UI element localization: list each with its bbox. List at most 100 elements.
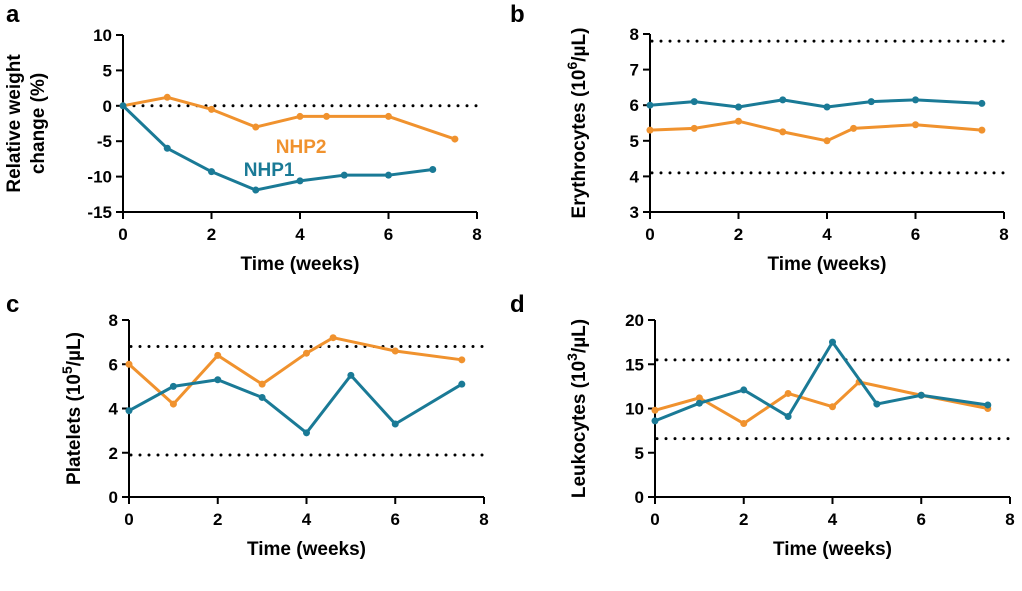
data-point [912, 96, 919, 104]
y-tick-label: 4 [109, 400, 119, 419]
y-tick-label: 8 [109, 311, 118, 330]
data-point [252, 186, 260, 194]
x-tick-label: 2 [207, 225, 216, 244]
y-tick-label: 0 [103, 97, 112, 116]
panel-letter: d [510, 291, 525, 318]
data-point [258, 380, 266, 388]
data-point [779, 128, 787, 136]
x-tick-label: 0 [118, 225, 127, 244]
y-tick-label: 8 [630, 25, 639, 44]
data-point [340, 171, 348, 179]
data-point [451, 135, 459, 143]
data-point [391, 347, 399, 355]
x-tick-label: 0 [650, 510, 659, 529]
x-tick-label: 8 [999, 225, 1008, 244]
y-axis-title: change (%) [28, 73, 49, 174]
panel: d 0 5 10 15 20 0 2 4 6 8 Time (weeks) Leukocytes (10… [510, 291, 1015, 560]
y-axis-title-part: 3 [564, 353, 580, 361]
x-axis-title: Time (weeks) [241, 254, 360, 275]
data-point [385, 171, 392, 179]
y-tick-label: -10 [87, 168, 112, 187]
x-tick-label: 4 [295, 225, 305, 244]
data-point [651, 417, 659, 425]
panel: c 0 2 4 6 8 0 2 4 6 8 Time (weeks) Platelets (105/µL… [6, 291, 489, 560]
y-tick-label: 2 [109, 444, 118, 463]
data-point [252, 123, 260, 131]
y-axis-title-part: 6 [564, 62, 580, 70]
y-axis-title: Leukocytes (103/µL) [564, 319, 590, 498]
series-label: NHP2 [276, 137, 327, 158]
x-tick-label: 2 [739, 510, 748, 529]
data-point [208, 105, 215, 113]
panel-letter: c [6, 291, 19, 318]
y-axis-title-part: /µL) [569, 28, 590, 62]
data-point [258, 393, 266, 401]
x-axis-title: Time (weeks) [247, 539, 366, 560]
y-axis-title-part: 5 [59, 366, 75, 374]
x-tick-label: 8 [472, 225, 481, 244]
data-point [984, 401, 992, 409]
y-axis-title-part: /µL) [64, 332, 85, 366]
data-point [303, 349, 310, 357]
y-tick-label: 6 [109, 355, 118, 374]
data-point [912, 121, 919, 129]
data-point [169, 382, 177, 390]
series-line [649, 98, 982, 109]
y-tick-label: 4 [630, 167, 640, 186]
data-point [329, 334, 337, 342]
data-point [784, 389, 792, 397]
data-point [646, 126, 654, 134]
data-point [829, 403, 836, 411]
data-point [296, 112, 304, 120]
x-tick-label: 6 [384, 225, 393, 244]
panel-letter: a [6, 1, 20, 28]
x-tick-label: 8 [1005, 510, 1014, 529]
data-point [646, 101, 654, 109]
series-label: NHP1 [244, 160, 295, 181]
x-tick-label: 2 [213, 510, 222, 529]
x-tick-label: 8 [479, 510, 488, 529]
data-point [458, 380, 466, 388]
series-line [121, 104, 433, 192]
data-point [458, 356, 466, 364]
y-axis-title-part: Platelets (10 [64, 374, 85, 485]
x-axis-title: Time (weeks) [773, 539, 892, 560]
data-point [850, 124, 858, 132]
x-tick-label: 6 [911, 225, 920, 244]
x-tick-label: 4 [822, 225, 832, 244]
series-line [122, 95, 456, 141]
x-tick-label: 4 [302, 510, 312, 529]
y-axis-title: Erythrocytes (106/µL) [564, 28, 590, 219]
data-point [214, 351, 222, 359]
y-axis-title: Platelets (105/µL) [59, 332, 85, 485]
data-point [695, 399, 703, 407]
y-tick-label: 5 [103, 61, 112, 80]
data-point [735, 103, 742, 111]
y-tick-label: -5 [97, 132, 112, 151]
y-axis-title-part: /µL) [569, 319, 590, 353]
x-axis-title: Time (weeks) [768, 254, 887, 275]
data-point [917, 391, 925, 399]
data-point [296, 177, 304, 185]
y-tick-label: 5 [635, 444, 644, 463]
data-point [169, 400, 177, 408]
data-point [214, 376, 222, 384]
data-point [779, 96, 787, 104]
data-point [208, 168, 215, 176]
data-point [784, 412, 792, 420]
data-point [651, 406, 659, 414]
data-point [690, 98, 698, 106]
data-point [829, 338, 836, 346]
data-point [690, 124, 698, 132]
y-tick-label: 7 [630, 61, 639, 80]
y-tick-label: -15 [87, 203, 112, 222]
data-point [740, 420, 748, 428]
data-point [119, 102, 127, 110]
x-tick-label: 2 [734, 225, 743, 244]
data-point [163, 93, 171, 101]
y-tick-label: 20 [625, 311, 644, 330]
data-point [978, 99, 986, 107]
data-point [323, 112, 331, 120]
x-tick-label: 0 [124, 510, 133, 529]
